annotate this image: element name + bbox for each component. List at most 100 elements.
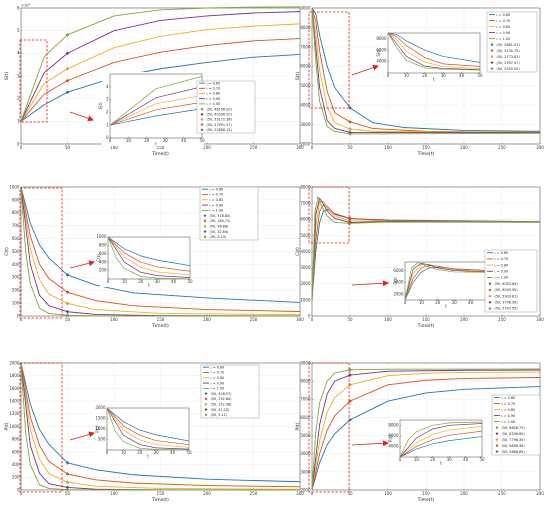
x-tick-label: 50 bbox=[347, 317, 353, 322]
y-tick-label: 600 bbox=[12, 236, 20, 241]
zoom-box bbox=[308, 186, 350, 244]
zoom-arrow bbox=[69, 260, 95, 269]
x-tick-label: 150 bbox=[422, 317, 430, 322]
x-tick-label: 30 bbox=[163, 138, 169, 143]
inset-y-label: C(t) bbox=[393, 277, 398, 285]
y-tick-label: 1000 bbox=[9, 184, 20, 189]
data-marker-2 bbox=[348, 120, 352, 124]
x-tick-label: 40 bbox=[181, 138, 187, 143]
legend-entry: ι = 0.90 bbox=[495, 270, 509, 274]
y-tick-label: 400 bbox=[99, 259, 107, 264]
legend-box bbox=[196, 80, 256, 134]
inset-series-line-4 bbox=[107, 236, 191, 278]
legend-entry: ι = 0.70 bbox=[497, 19, 511, 23]
y-tick-label: 1000 bbox=[96, 234, 107, 239]
y-tick-label: 500 bbox=[12, 249, 20, 254]
y-tick-label: 3000 bbox=[300, 122, 311, 127]
legend-marker bbox=[203, 214, 207, 218]
y-tick-label: 7000 bbox=[300, 44, 311, 49]
data-marker-2 bbox=[65, 51, 70, 55]
x-tick-label: 30 bbox=[154, 450, 160, 455]
y-tick-label: 9000 bbox=[300, 360, 311, 365]
legend-marker-label: (50, 5.11) bbox=[211, 413, 228, 417]
zoom-box bbox=[19, 39, 48, 123]
inset-series-line-2 bbox=[387, 32, 481, 67]
y-tick-label: 800 bbox=[99, 243, 107, 248]
legend-marker-label: (50, 5903.61) bbox=[495, 294, 519, 298]
series-line-3 bbox=[20, 23, 301, 122]
y-tick-label: 6000 bbox=[300, 217, 311, 222]
legend-marker-label: (50, 5798.56) bbox=[495, 301, 519, 305]
series-line-5 bbox=[20, 6, 301, 122]
y-tick-label: 5 bbox=[17, 28, 20, 33]
x-tick-label: 30 bbox=[447, 457, 453, 462]
y-axis-label: P(t) bbox=[4, 422, 10, 430]
y-tick-label: 4000 bbox=[300, 103, 311, 108]
x-tick-label: 150 bbox=[422, 145, 430, 150]
x-tick-label: 250 bbox=[498, 491, 506, 496]
x-tick-label: 100 bbox=[110, 145, 118, 150]
x-tick-label: 100 bbox=[384, 317, 392, 322]
series-line-2 bbox=[311, 204, 541, 300]
y-tick-label: 4000 bbox=[376, 59, 387, 64]
y-tick-label: 2 bbox=[106, 110, 109, 115]
series-line-4 bbox=[20, 186, 301, 317]
y-tick-label: 0 bbox=[308, 313, 311, 318]
x-tick-label: 150 bbox=[422, 491, 430, 496]
y-tick-label: 600 bbox=[99, 251, 107, 256]
chart-panel-5: 0 50 100 150 200 250 3000200400600800100012001… bbox=[4, 360, 304, 503]
x-tick-label: 50 bbox=[65, 491, 71, 496]
inset-x-label: t bbox=[440, 461, 442, 466]
legend-entry: ι = 0.70 bbox=[495, 257, 509, 261]
data-marker-2 bbox=[65, 472, 70, 476]
x-tick-label: 0 bbox=[311, 317, 314, 322]
y-tick-label: 2000 bbox=[9, 360, 20, 365]
series-line-4 bbox=[20, 11, 301, 122]
legend-entry: ι = 0.90 bbox=[497, 31, 511, 35]
data-marker-5 bbox=[348, 132, 352, 136]
inset-background bbox=[380, 31, 482, 81]
x-tick-label: 100 bbox=[110, 317, 118, 322]
data-marker-5 bbox=[65, 487, 70, 492]
x-tick-label: 50 bbox=[186, 450, 192, 455]
legend-marker bbox=[488, 288, 492, 292]
x-tick-label: 40 bbox=[171, 279, 177, 284]
x-tick-label: 40 bbox=[170, 450, 176, 455]
legend-marker-label: (50, 2597.57) bbox=[497, 61, 521, 65]
inset-series-line-3 bbox=[107, 236, 191, 276]
x-tick-label: 10 bbox=[126, 138, 132, 143]
legend-marker bbox=[495, 438, 499, 442]
legend-marker-label: (50, 2773.81) bbox=[497, 55, 521, 59]
legend-marker bbox=[200, 107, 204, 111]
x-tick-label: 300 bbox=[536, 145, 544, 150]
y-tick-label: 5000 bbox=[300, 433, 311, 438]
legend-entry: ι = 0.60 bbox=[502, 396, 516, 400]
legend-entry: ι = 1.00 bbox=[210, 209, 224, 213]
y-tick-label: 1200 bbox=[9, 411, 20, 416]
data-marker-5 bbox=[65, 90, 70, 94]
x-tick-label: 300 bbox=[536, 491, 544, 496]
y-tick-label: 1000 bbox=[95, 426, 106, 431]
series-line-4 bbox=[311, 369, 541, 491]
inset-x-label: t bbox=[155, 142, 157, 147]
legend-marker-label: (50, 6053.84) bbox=[495, 282, 519, 286]
y-axis-label: S(t) bbox=[4, 72, 10, 81]
legend-marker-label: (50, 428.57) bbox=[211, 392, 233, 396]
x-tick-label: 10 bbox=[404, 73, 410, 78]
x-tick-label: 250 bbox=[250, 491, 258, 496]
y-tick-label: 100 bbox=[12, 301, 20, 306]
y-tick-label: 2000 bbox=[300, 141, 311, 146]
y-tick-label: 1800 bbox=[9, 373, 20, 378]
inset-frame bbox=[387, 32, 481, 74]
legend-marker bbox=[488, 282, 492, 286]
x-tick-label: 0 bbox=[311, 491, 314, 496]
x-tick-label: 300 bbox=[296, 491, 304, 496]
inset-series-line-5 bbox=[399, 421, 483, 458]
inset-frame bbox=[107, 236, 191, 280]
legend-entry: ι = 0.80 bbox=[497, 25, 511, 29]
legend-entry: ι = 0.60 bbox=[207, 81, 221, 85]
y-tick-label: 0 bbox=[17, 141, 20, 146]
y-tick-label: 3 bbox=[106, 97, 109, 102]
series-line-2 bbox=[20, 38, 301, 122]
inset-series-line-3 bbox=[106, 407, 190, 448]
